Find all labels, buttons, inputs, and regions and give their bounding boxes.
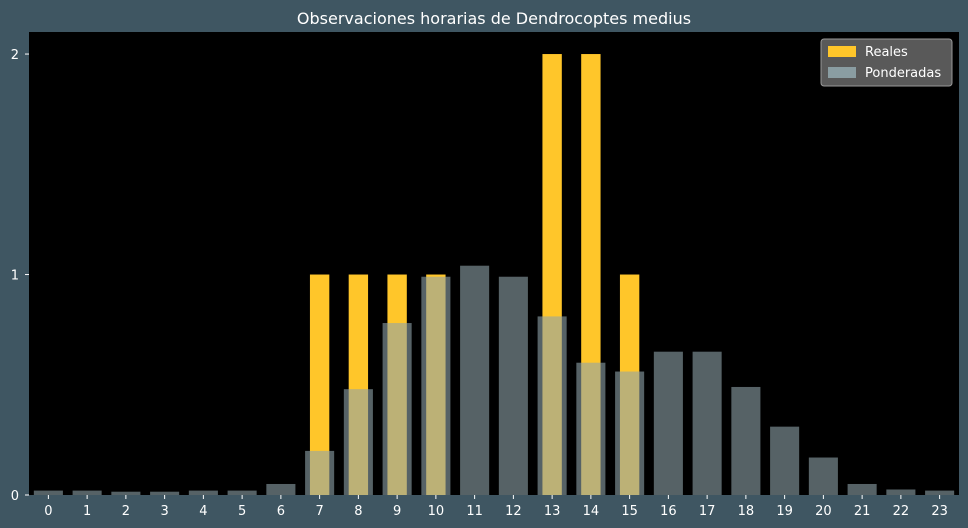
bar-ponderadas-19 [770, 426, 800, 495]
x-tick-label: 8 [354, 504, 362, 519]
x-tick-label: 3 [160, 504, 168, 519]
bar-ponderadas-0 [33, 490, 63, 495]
x-tick-label: 22 [893, 504, 910, 519]
x-tick-label: 18 [738, 504, 755, 519]
legend-swatch-reales [828, 46, 856, 57]
bar-ponderadas-16 [653, 351, 683, 495]
bar-ponderadas-6 [266, 483, 296, 495]
chart-title: Observaciones horarias de Dendrocoptes m… [297, 9, 691, 28]
y-tick-label: 1 [11, 269, 19, 284]
x-tick-label: 17 [699, 504, 716, 519]
bar-ponderadas-21 [847, 483, 877, 495]
bar-ponderadas-22 [886, 489, 916, 495]
legend-label-ponderadas: Ponderadas [865, 66, 941, 81]
bar-ponderadas-15 [615, 371, 645, 495]
bar-ponderadas-20 [808, 457, 838, 495]
bar-ponderadas-12 [498, 276, 528, 495]
x-tick-label: 21 [854, 504, 871, 519]
x-tick-label: 15 [621, 504, 638, 519]
x-tick-label: 6 [277, 504, 285, 519]
bar-ponderadas-11 [460, 265, 490, 495]
bar-ponderadas-9 [382, 323, 412, 495]
bar-ponderadas-5 [227, 490, 257, 495]
bar-ponderadas-2 [111, 491, 141, 495]
legend-label-reales: Reales [865, 45, 908, 60]
bar-ponderadas-23 [925, 490, 955, 495]
x-tick-label: 5 [238, 504, 246, 519]
x-tick-label: 2 [122, 504, 130, 519]
bar-ponderadas-10 [421, 276, 451, 495]
bar-ponderadas-3 [150, 491, 180, 495]
y-tick-label: 2 [11, 48, 19, 63]
bar-ponderadas-13 [537, 316, 567, 495]
x-tick-label: 1 [83, 504, 91, 519]
x-tick-label: 4 [199, 504, 207, 519]
bar-ponderadas-1 [72, 490, 102, 495]
bar-reales-7 [309, 274, 330, 495]
bar-ponderadas-4 [188, 490, 218, 495]
x-tick-label: 19 [776, 504, 793, 519]
bar-ponderadas-7 [305, 450, 335, 495]
x-tick-label: 13 [544, 504, 561, 519]
y-axis-ticks: 0 1 2 [11, 48, 29, 504]
x-tick-label: 10 [428, 504, 445, 519]
bar-ponderadas-17 [692, 351, 722, 495]
x-tick-label: 23 [931, 504, 948, 519]
plot-area [29, 32, 959, 495]
x-tick-label: 12 [505, 504, 522, 519]
x-tick-label: 9 [393, 504, 401, 519]
legend-swatch-ponderadas [828, 67, 856, 78]
x-tick-label: 20 [815, 504, 832, 519]
x-tick-label: 0 [44, 504, 52, 519]
bar-ponderadas-14 [576, 362, 606, 495]
x-tick-label: 16 [660, 504, 677, 519]
x-tick-label: 11 [466, 504, 483, 519]
x-axis-ticks: 0 1 2 3 4 5 6 7 8 9 10 11 12 13 14 15 16 17 18 19 20 21 22 23 [44, 495, 948, 519]
x-tick-label: 14 [583, 504, 600, 519]
y-tick-label: 0 [11, 489, 19, 504]
legend: Reales Ponderadas [820, 38, 953, 87]
bar-ponderadas-8 [343, 389, 373, 495]
x-tick-label: 7 [315, 504, 323, 519]
bar-ponderadas-18 [731, 386, 761, 495]
bars-ponderadas [33, 265, 955, 495]
